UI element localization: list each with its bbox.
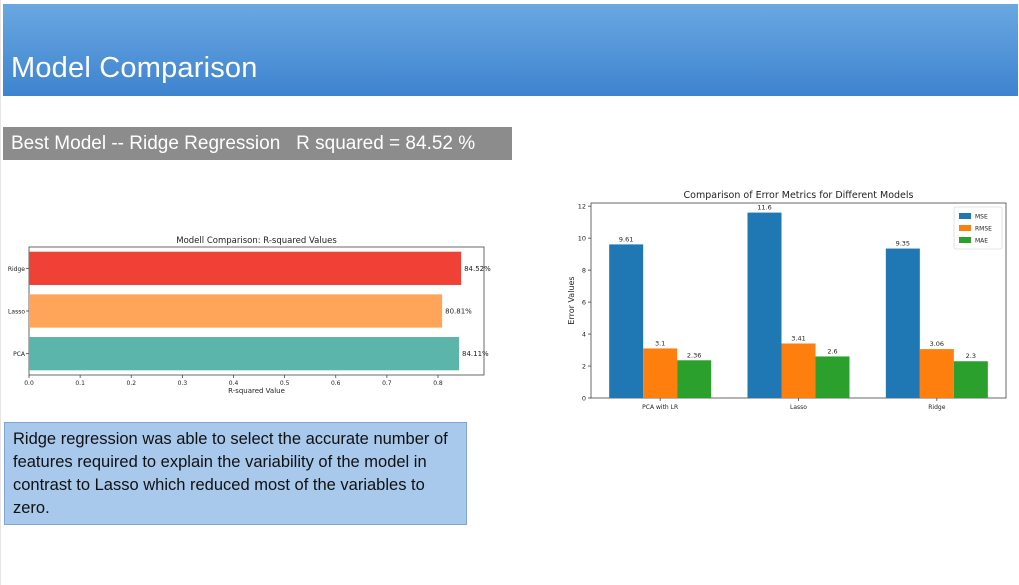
r2-bar-lasso: [29, 294, 443, 328]
err-legend-swatch: [959, 237, 971, 243]
err-category-label: Ridge: [928, 404, 945, 411]
r2-xtick-label: 0.6: [331, 380, 341, 387]
err-ytick-label: 0: [582, 395, 586, 403]
r-squared-chart: Modell Comparison: R-squared Values Ridge…: [8, 236, 491, 395]
err-legend-label: MSE: [975, 214, 988, 221]
err-ytick-label: 12: [578, 203, 586, 211]
err-data-label: 11.6: [757, 204, 771, 212]
r2-bar-pca: [29, 337, 460, 371]
r2-xtick-label: 0.3: [178, 380, 188, 387]
err-bar-rmse: [643, 348, 678, 398]
err-data-label: 2.6: [827, 347, 837, 355]
r2-xtick-label: 0.1: [75, 380, 85, 387]
r2-data-label: 80.81%: [445, 308, 472, 316]
explanation-text: Ridge regression was able to select the …: [13, 430, 448, 517]
err-legend-label: MAE: [975, 238, 988, 245]
err-bar-mae: [815, 356, 850, 398]
r2-chart-title: Modell Comparison: R-squared Values: [176, 236, 337, 246]
err-data-label: 2.36: [687, 351, 701, 359]
err-data-label: 2.3: [966, 352, 976, 360]
err-data-label: 3.06: [930, 340, 944, 348]
err-category-label: Lasso: [790, 404, 807, 411]
err-bar-mae: [677, 360, 712, 398]
error-metrics-chart: Comparison of Error Metrics for Differen…: [567, 190, 1007, 411]
err-chart-title: Comparison of Error Metrics for Differen…: [684, 190, 914, 201]
err-legend-swatch: [959, 225, 971, 231]
err-data-label: 3.41: [791, 334, 805, 342]
r2-category-label: Lasso: [8, 309, 25, 316]
r2-xtick-label: 0.2: [126, 380, 136, 387]
err-data-label: 3.1: [655, 339, 665, 347]
r2-xtick-label: 0.0: [24, 380, 34, 387]
err-bar-mae: [953, 361, 988, 398]
r2-xtick-label: 0.5: [280, 380, 290, 387]
err-legend-swatch: [959, 213, 971, 219]
r2-bar-ridge: [29, 251, 462, 285]
slide-title: Model Comparison: [11, 52, 258, 84]
err-bar-rmse: [919, 349, 954, 398]
err-bar-mse: [885, 248, 920, 398]
r2-xtick-label: 0.8: [433, 380, 443, 387]
r2-x-axis-label: R-squared Value: [228, 387, 285, 395]
err-legend-label: RMSE: [975, 226, 992, 233]
best-model-banner: Best Model -- Ridge Regression R squared…: [3, 127, 512, 160]
header-bar: [3, 4, 1018, 96]
err-category-label: PCA with LR: [642, 404, 678, 411]
r2-data-label: 84.11%: [462, 350, 489, 358]
err-data-label: 9.35: [896, 240, 910, 248]
r2-data-label: 84.52%: [464, 265, 491, 273]
r2-xtick-label: 0.7: [382, 380, 392, 387]
err-y-axis-label: Error Values: [567, 276, 576, 324]
err-bar-rmse: [781, 343, 816, 398]
r2-category-label: PCA: [13, 351, 26, 358]
err-bar-mse: [609, 244, 644, 398]
err-data-label: 9.61: [619, 235, 633, 243]
explanation-box: Ridge regression was able to select the …: [4, 422, 467, 525]
err-ytick-label: 8: [582, 267, 586, 275]
err-bar-mse: [747, 212, 782, 398]
err-ytick-label: 2: [582, 363, 586, 371]
err-ytick-label: 6: [582, 299, 586, 307]
err-ytick-label: 4: [582, 331, 586, 339]
r2-category-label: Ridge: [8, 266, 25, 273]
err-ytick-label: 10: [578, 235, 586, 243]
r2-xtick-label: 0.4: [229, 380, 239, 387]
